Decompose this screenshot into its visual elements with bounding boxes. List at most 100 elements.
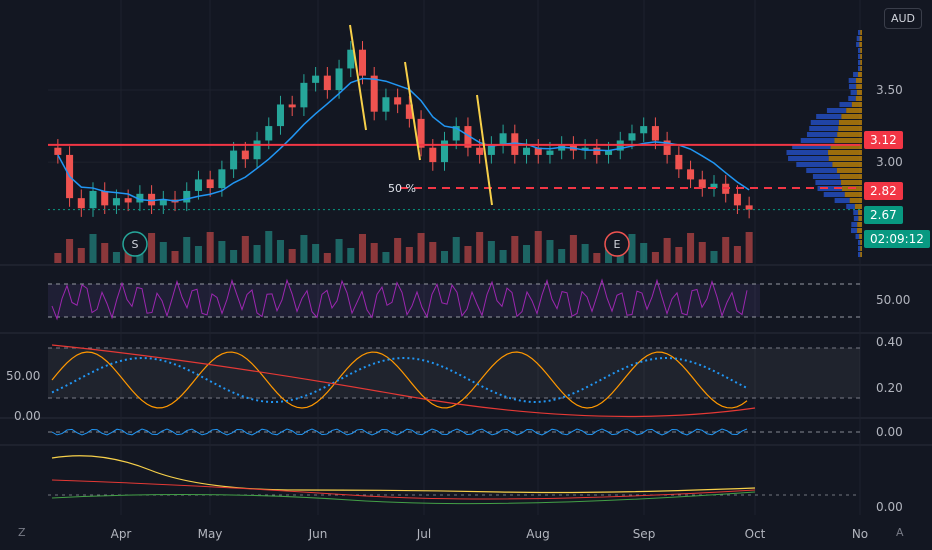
volume-bar	[511, 236, 519, 263]
volume-bar	[722, 237, 730, 263]
volume-profile-up	[796, 162, 833, 167]
x-tick-label: No	[852, 527, 868, 541]
volume-bar	[54, 253, 62, 263]
dmi-plus-line	[51, 491, 756, 505]
volume-profile-down	[846, 108, 862, 113]
volume-bar	[651, 252, 659, 263]
volume-profile-up	[858, 60, 861, 65]
volume-profile-up	[853, 216, 859, 221]
volume-bar	[323, 253, 331, 263]
candle-body	[487, 144, 495, 155]
candle-body	[651, 126, 659, 141]
candle-body	[159, 199, 167, 206]
volume-profile-down	[855, 96, 862, 101]
volume-profile-up	[848, 84, 857, 89]
volume-profile-up	[815, 180, 842, 185]
volume-profile-up	[839, 102, 852, 107]
x-tick-label: Oct	[745, 527, 766, 541]
volume-profile-up	[848, 78, 857, 83]
volume-profile-down	[857, 228, 862, 233]
volume-profile-down	[857, 222, 862, 227]
volume-bar	[101, 243, 109, 263]
candle-body	[546, 150, 554, 155]
candle-body	[710, 183, 718, 189]
trend-drawing	[404, 61, 421, 161]
candle-body	[605, 150, 613, 155]
dmi-tick-label: 0.00	[876, 500, 903, 514]
event-marker	[604, 231, 630, 257]
volume-bar	[300, 235, 308, 263]
stoch-band	[48, 348, 860, 398]
volume-bar	[499, 250, 507, 263]
volume-bar	[710, 251, 718, 263]
volume-bar	[464, 246, 472, 263]
volume-bar	[276, 240, 284, 263]
volume-profile-down	[851, 102, 862, 107]
stoch-red-line	[51, 344, 756, 418]
volume-profile-down	[859, 42, 862, 47]
volume-profile-down	[844, 192, 862, 197]
candle-body	[218, 169, 226, 189]
candle-body	[253, 140, 261, 160]
x-tick-label: Apr	[111, 527, 132, 541]
volume-profile-down	[859, 234, 862, 239]
volume-bar	[183, 237, 191, 263]
candle-body	[265, 126, 273, 141]
trend-drawing	[349, 24, 367, 131]
candle-body	[382, 97, 390, 112]
candle-body	[323, 75, 331, 91]
trend-drawing	[476, 94, 493, 206]
volume-profile-up	[834, 198, 850, 203]
volume-profile-down	[849, 198, 862, 203]
volume-profile-up	[826, 108, 847, 113]
volume-profile-up	[851, 228, 858, 233]
candle-body	[183, 190, 191, 203]
volume-bar	[523, 245, 531, 263]
volume-bar	[171, 251, 179, 263]
candle-body	[89, 190, 97, 209]
price-marker-resistance: 3.12	[864, 131, 903, 149]
volume-profile-up	[823, 192, 845, 197]
candle-body	[745, 205, 753, 210]
volume-bar	[347, 248, 355, 263]
candle-body	[593, 147, 601, 155]
candle-body	[148, 193, 156, 206]
price-tick-label: 3.50	[876, 83, 903, 97]
candle-body	[335, 68, 343, 91]
candle-body	[440, 140, 449, 163]
volume-bar	[335, 239, 343, 263]
auto-scale-icon[interactable]: A	[896, 526, 904, 539]
price-marker-fib: 2.82	[864, 182, 903, 200]
volume-bar	[687, 233, 695, 263]
candle-body	[77, 198, 85, 209]
candle-body	[358, 49, 367, 76]
volume-profile-up	[858, 48, 861, 53]
volume-profile-up	[850, 90, 857, 95]
volume-profile-up	[800, 138, 835, 143]
rsi-tick-label: 50.00	[876, 293, 910, 307]
currency-button[interactable]: AUD	[883, 8, 922, 29]
volume-profile-up	[786, 150, 829, 155]
volume-profile-down	[828, 150, 862, 155]
stoch-left-tick: 0.00	[14, 409, 41, 423]
volume-bar	[440, 251, 449, 263]
candle-body	[394, 97, 402, 105]
candle-body	[54, 147, 62, 155]
candle-body	[499, 133, 507, 145]
volume-profile-down	[856, 84, 862, 89]
rsi-line	[51, 278, 748, 321]
volume-profile-up	[855, 234, 860, 239]
volume-bar	[206, 232, 214, 263]
candle-body	[206, 179, 214, 189]
volume-bar	[569, 235, 577, 263]
volume-profile-down	[828, 156, 862, 161]
stoch-left-tick: 50.00	[6, 369, 40, 383]
volume-bar	[312, 244, 320, 263]
volume-bar	[581, 244, 589, 263]
event-marker-label: E	[614, 238, 621, 251]
event-marker	[122, 231, 148, 257]
candle-body	[429, 147, 437, 163]
zoom-icon[interactable]: Z	[18, 526, 26, 539]
volume-profile-up	[858, 252, 861, 257]
